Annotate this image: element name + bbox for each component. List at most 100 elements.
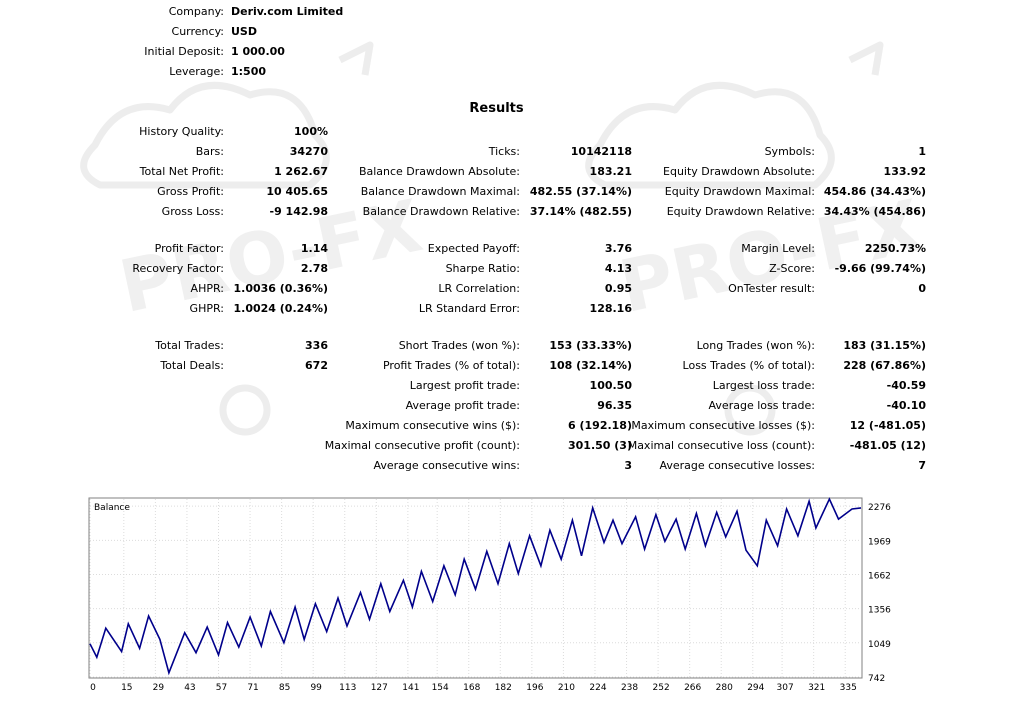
x-tick-label: 238 bbox=[621, 683, 638, 693]
y-tick-label: 1969 bbox=[868, 537, 891, 547]
chart-grid bbox=[89, 499, 861, 678]
stat-label: Symbols: bbox=[764, 145, 815, 158]
stat-value: 672 bbox=[305, 359, 328, 372]
stat-label: Equity Drawdown Absolute: bbox=[663, 165, 815, 178]
x-tick-label: 280 bbox=[716, 683, 733, 693]
stat-value: 37.14% (482.55) bbox=[529, 205, 632, 218]
x-tick-label: 154 bbox=[432, 683, 449, 693]
stat-label: Gross Loss: bbox=[161, 205, 224, 218]
x-tick-label: 335 bbox=[840, 683, 857, 693]
x-tick-label: 127 bbox=[371, 683, 388, 693]
stat-value: 100% bbox=[294, 125, 328, 138]
stat-label: Total Deals: bbox=[160, 359, 224, 372]
stat-label: Maximum consecutive losses ($): bbox=[631, 419, 815, 432]
x-tick-label: 307 bbox=[777, 683, 794, 693]
stat-value: 3 bbox=[624, 459, 632, 472]
x-tick-label: 210 bbox=[558, 683, 575, 693]
x-tick-label: 43 bbox=[184, 683, 195, 693]
stat-label: GHPR: bbox=[189, 302, 224, 315]
balance-series-line bbox=[89, 497, 862, 676]
stat-label: Ticks: bbox=[488, 145, 520, 158]
x-tick-label: 85 bbox=[279, 683, 290, 693]
stat-label: Expected Payoff: bbox=[427, 242, 520, 255]
stat-value: -481.05 (12) bbox=[849, 439, 926, 452]
stat-value: 153 (33.33%) bbox=[549, 339, 632, 352]
stat-label: Average profit trade: bbox=[405, 399, 520, 412]
currency-value: USD bbox=[231, 25, 257, 38]
initial-deposit-label: Initial Deposit: bbox=[144, 45, 224, 58]
x-tick-label: 0 bbox=[90, 683, 96, 693]
stat-label: Balance Drawdown Absolute: bbox=[358, 165, 520, 178]
stat-value: 10 405.65 bbox=[266, 185, 328, 198]
stat-value: 482.55 (37.14%) bbox=[529, 185, 632, 198]
x-tick-label: 182 bbox=[495, 683, 512, 693]
initial-deposit-value: 1 000.00 bbox=[231, 45, 285, 58]
stat-label: Total Trades: bbox=[155, 339, 224, 352]
stat-value: 1 bbox=[918, 145, 926, 158]
x-tick-label: 113 bbox=[339, 683, 356, 693]
stat-value: -40.10 bbox=[886, 399, 926, 412]
stat-label: Recovery Factor: bbox=[132, 262, 224, 275]
stat-label: Margin Level: bbox=[741, 242, 815, 255]
stat-value: 6 (192.18) bbox=[568, 419, 632, 432]
y-tick-label: 1662 bbox=[868, 572, 891, 582]
stat-label: LR Standard Error: bbox=[418, 302, 520, 315]
y-tick-label: 742 bbox=[868, 674, 885, 684]
x-tick-label: 57 bbox=[216, 683, 227, 693]
stat-value: 0 bbox=[918, 282, 926, 295]
y-tick-label: 1049 bbox=[868, 640, 891, 650]
x-tick-label: 71 bbox=[247, 683, 258, 693]
stat-value: 228 (67.86%) bbox=[843, 359, 926, 372]
stat-value: 2.78 bbox=[300, 262, 328, 275]
stat-value: 454.86 (34.43%) bbox=[823, 185, 926, 198]
stat-label: Average consecutive wins: bbox=[373, 459, 520, 472]
stat-label: Total Net Profit: bbox=[139, 165, 224, 178]
stat-label: Maximum consecutive wins ($): bbox=[345, 419, 520, 432]
x-tick-label: 168 bbox=[463, 683, 480, 693]
stat-value: 183 (31.15%) bbox=[843, 339, 926, 352]
x-tick-label: 141 bbox=[402, 683, 419, 693]
stat-label: Balance Drawdown Relative: bbox=[362, 205, 520, 218]
stat-label: History Quality: bbox=[139, 125, 224, 138]
results-title: Results bbox=[469, 101, 524, 116]
stat-label: Largest profit trade: bbox=[409, 379, 520, 392]
x-tick-label: 266 bbox=[684, 683, 701, 693]
stat-value: 34.43% (454.86) bbox=[823, 205, 926, 218]
x-tick-label: 321 bbox=[808, 683, 825, 693]
stat-value: 336 bbox=[305, 339, 328, 352]
stat-value: 12 (-481.05) bbox=[849, 419, 926, 432]
x-tick-label: 99 bbox=[310, 683, 322, 693]
x-tick-label: 252 bbox=[653, 683, 670, 693]
stat-label: Maximal consecutive loss (count): bbox=[627, 439, 815, 452]
stat-label: Short Trades (won %): bbox=[398, 339, 520, 352]
stat-label: Average loss trade: bbox=[708, 399, 815, 412]
y-tick-label: 2276 bbox=[868, 503, 891, 513]
stat-label: AHPR: bbox=[190, 282, 224, 295]
stat-label: Long Trades (won %): bbox=[696, 339, 815, 352]
stat-label: Maximal consecutive profit (count): bbox=[324, 439, 520, 452]
x-tick-label: 15 bbox=[121, 683, 132, 693]
leverage-value: 1:500 bbox=[231, 65, 267, 78]
stat-value: 301.50 (3) bbox=[568, 439, 632, 452]
stat-value: 100.50 bbox=[589, 379, 632, 392]
x-tick-label: 29 bbox=[153, 683, 165, 693]
stat-label: Profit Trades (% of total): bbox=[382, 359, 520, 372]
leverage-label: Leverage: bbox=[169, 65, 224, 78]
chart-y-ticks: 742 1049 1356 1662 1969 2276 bbox=[868, 503, 891, 684]
stat-value: -9.66 (99.74%) bbox=[834, 262, 926, 275]
stat-value: 1.0024 (0.24%) bbox=[233, 302, 329, 315]
stat-label: Z-Score: bbox=[769, 262, 815, 275]
stat-label: Average consecutive losses: bbox=[659, 459, 815, 472]
stat-value: 4.13 bbox=[604, 262, 632, 275]
stat-label: OnTester result: bbox=[728, 282, 815, 295]
stat-value: 10142118 bbox=[570, 145, 632, 158]
chart-title: Balance bbox=[94, 503, 130, 513]
stat-value: 3.76 bbox=[604, 242, 632, 255]
stat-label: Balance Drawdown Maximal: bbox=[360, 185, 520, 198]
stat-value: 183.21 bbox=[589, 165, 632, 178]
y-tick-label: 1356 bbox=[868, 606, 891, 616]
stat-value: 96.35 bbox=[597, 399, 632, 412]
stat-value: 7 bbox=[918, 459, 926, 472]
chart-x-ticks: 0 15 29 43 57 71 85 99 113 127 141 154 168 182 196 210 2… bbox=[90, 683, 857, 693]
